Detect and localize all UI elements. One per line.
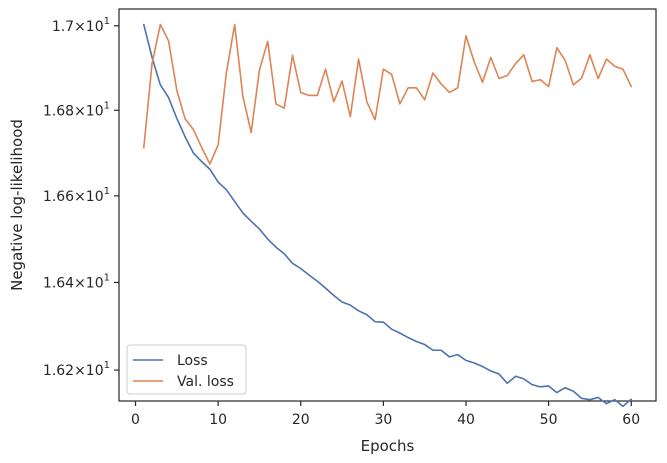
x-tick-label: 50	[540, 412, 558, 428]
loss-line	[142, 23, 633, 408]
x-tick-label: 0	[131, 412, 140, 428]
x-tick-label: 30	[374, 412, 392, 428]
x-tick-label: 60	[622, 412, 640, 428]
legend-label-val-loss: Val. loss	[177, 374, 234, 390]
y-tick-label: 1.66×101	[43, 186, 110, 205]
y-tick-label: 1.62×101	[43, 360, 110, 379]
x-axis-label: Epochs	[361, 437, 415, 455]
x-tick-label: 10	[209, 412, 227, 428]
x-axis: 0 10 20 30 40 50 60	[131, 401, 640, 428]
x-tick-label: 40	[457, 412, 475, 428]
x-tick-label: 20	[292, 412, 310, 428]
y-tick-label: 1.68×101	[43, 100, 110, 119]
val-loss-line	[142, 23, 633, 165]
y-axis-label: Negative log-likelihood	[8, 119, 26, 291]
legend-label-loss: Loss	[177, 353, 208, 369]
series-layer	[142, 23, 633, 408]
legend: Loss Val. loss	[126, 344, 247, 395]
y-tick-label: 1.7×101	[52, 16, 110, 35]
plot-frame	[118, 8, 657, 402]
y-tick-label: 1.64×101	[43, 272, 110, 291]
y-axis: 1.62×101 1.64×101 1.66×101 1.68×101 1.7×101	[43, 16, 119, 379]
